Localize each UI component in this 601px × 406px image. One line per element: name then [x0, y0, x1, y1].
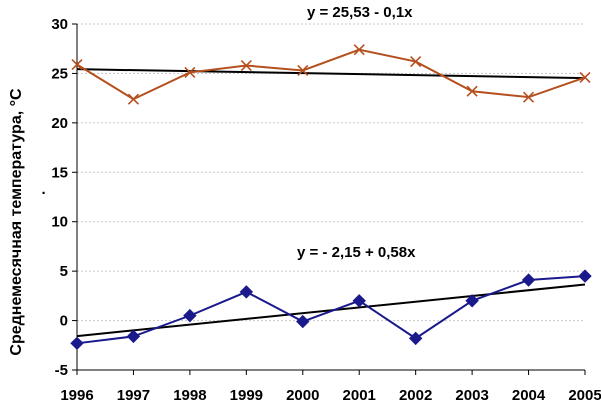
x-tick-label: 1996 — [60, 387, 93, 404]
x-tick-label: 1997 — [117, 387, 150, 404]
y-tick-label: -5 — [55, 362, 68, 379]
point-marker-x — [127, 93, 140, 105]
point-marker-x — [71, 58, 83, 71]
point-marker-x — [240, 59, 252, 72]
trendline-upper — [76, 68, 586, 80]
marker-stroke — [240, 59, 252, 72]
x-tick-label: 2001 — [343, 387, 376, 404]
y-axis-title: Среднемесячная температура, °С — [8, 88, 25, 356]
annotation-dot: · — [42, 185, 47, 202]
x-tick-label: 2004 — [512, 387, 546, 404]
y-tick-label: 10 — [51, 214, 68, 231]
point-marker-diamond — [408, 331, 423, 346]
x-tick-label: 2000 — [286, 387, 319, 404]
point-marker-x — [579, 71, 591, 83]
gridlines — [77, 23, 585, 322]
marker-stroke — [71, 58, 83, 71]
marker-stroke — [297, 64, 309, 77]
x-tick-label: 2002 — [399, 387, 432, 404]
point-marker-x — [466, 85, 478, 97]
data-series — [70, 44, 592, 351]
marker-stroke — [579, 71, 591, 83]
point-marker-diamond — [352, 294, 366, 308]
marker-stroke — [410, 56, 422, 68]
x-tick-label: 1998 — [173, 387, 206, 404]
x-tick-label: 2005 — [568, 387, 601, 404]
point-marker-x — [297, 64, 309, 77]
trendlines — [76, 68, 586, 338]
y-tick-label: 15 — [51, 164, 68, 181]
point-marker-x — [410, 56, 422, 68]
point-marker-x — [184, 66, 196, 79]
x-tick-label: 2003 — [455, 387, 488, 404]
point-marker-diamond — [183, 308, 197, 323]
y-tick-label: 0 — [60, 313, 68, 330]
marker-stroke — [466, 85, 478, 97]
point-marker-diamond — [126, 329, 141, 344]
point-marker-diamond — [296, 314, 310, 329]
point-marker-diamond — [239, 285, 254, 299]
marker-stroke — [522, 91, 535, 103]
series-line-0 — [76, 48, 586, 101]
trendline-equation-upper: y = 25,53 - 0,1x — [307, 4, 413, 21]
point-marker-diamond — [521, 273, 536, 287]
tick-labels: -5 0 5 10 15 20 25 30 1996 1997 1998 1999 2000 2001 20… — [51, 16, 601, 404]
point-marker-x — [522, 91, 535, 103]
marker-stroke — [353, 44, 365, 56]
point-marker-diamond — [465, 294, 479, 308]
point-marker-diamond — [70, 336, 84, 351]
marker-stroke — [127, 93, 140, 105]
y-tick-label: 25 — [51, 65, 68, 82]
point-marker-x — [353, 44, 365, 56]
trendline-equation-lower: y = - 2,15 + 0,58x — [297, 244, 416, 261]
x-tick-label: 1999 — [230, 387, 263, 404]
marker-stroke — [184, 66, 196, 79]
axes — [72, 23, 586, 375]
y-tick-label: 20 — [51, 115, 68, 132]
y-tick-label: 30 — [51, 16, 68, 33]
series-line-1 — [76, 275, 586, 345]
point-marker-diamond — [578, 269, 592, 283]
y-tick-label: 5 — [60, 263, 68, 280]
